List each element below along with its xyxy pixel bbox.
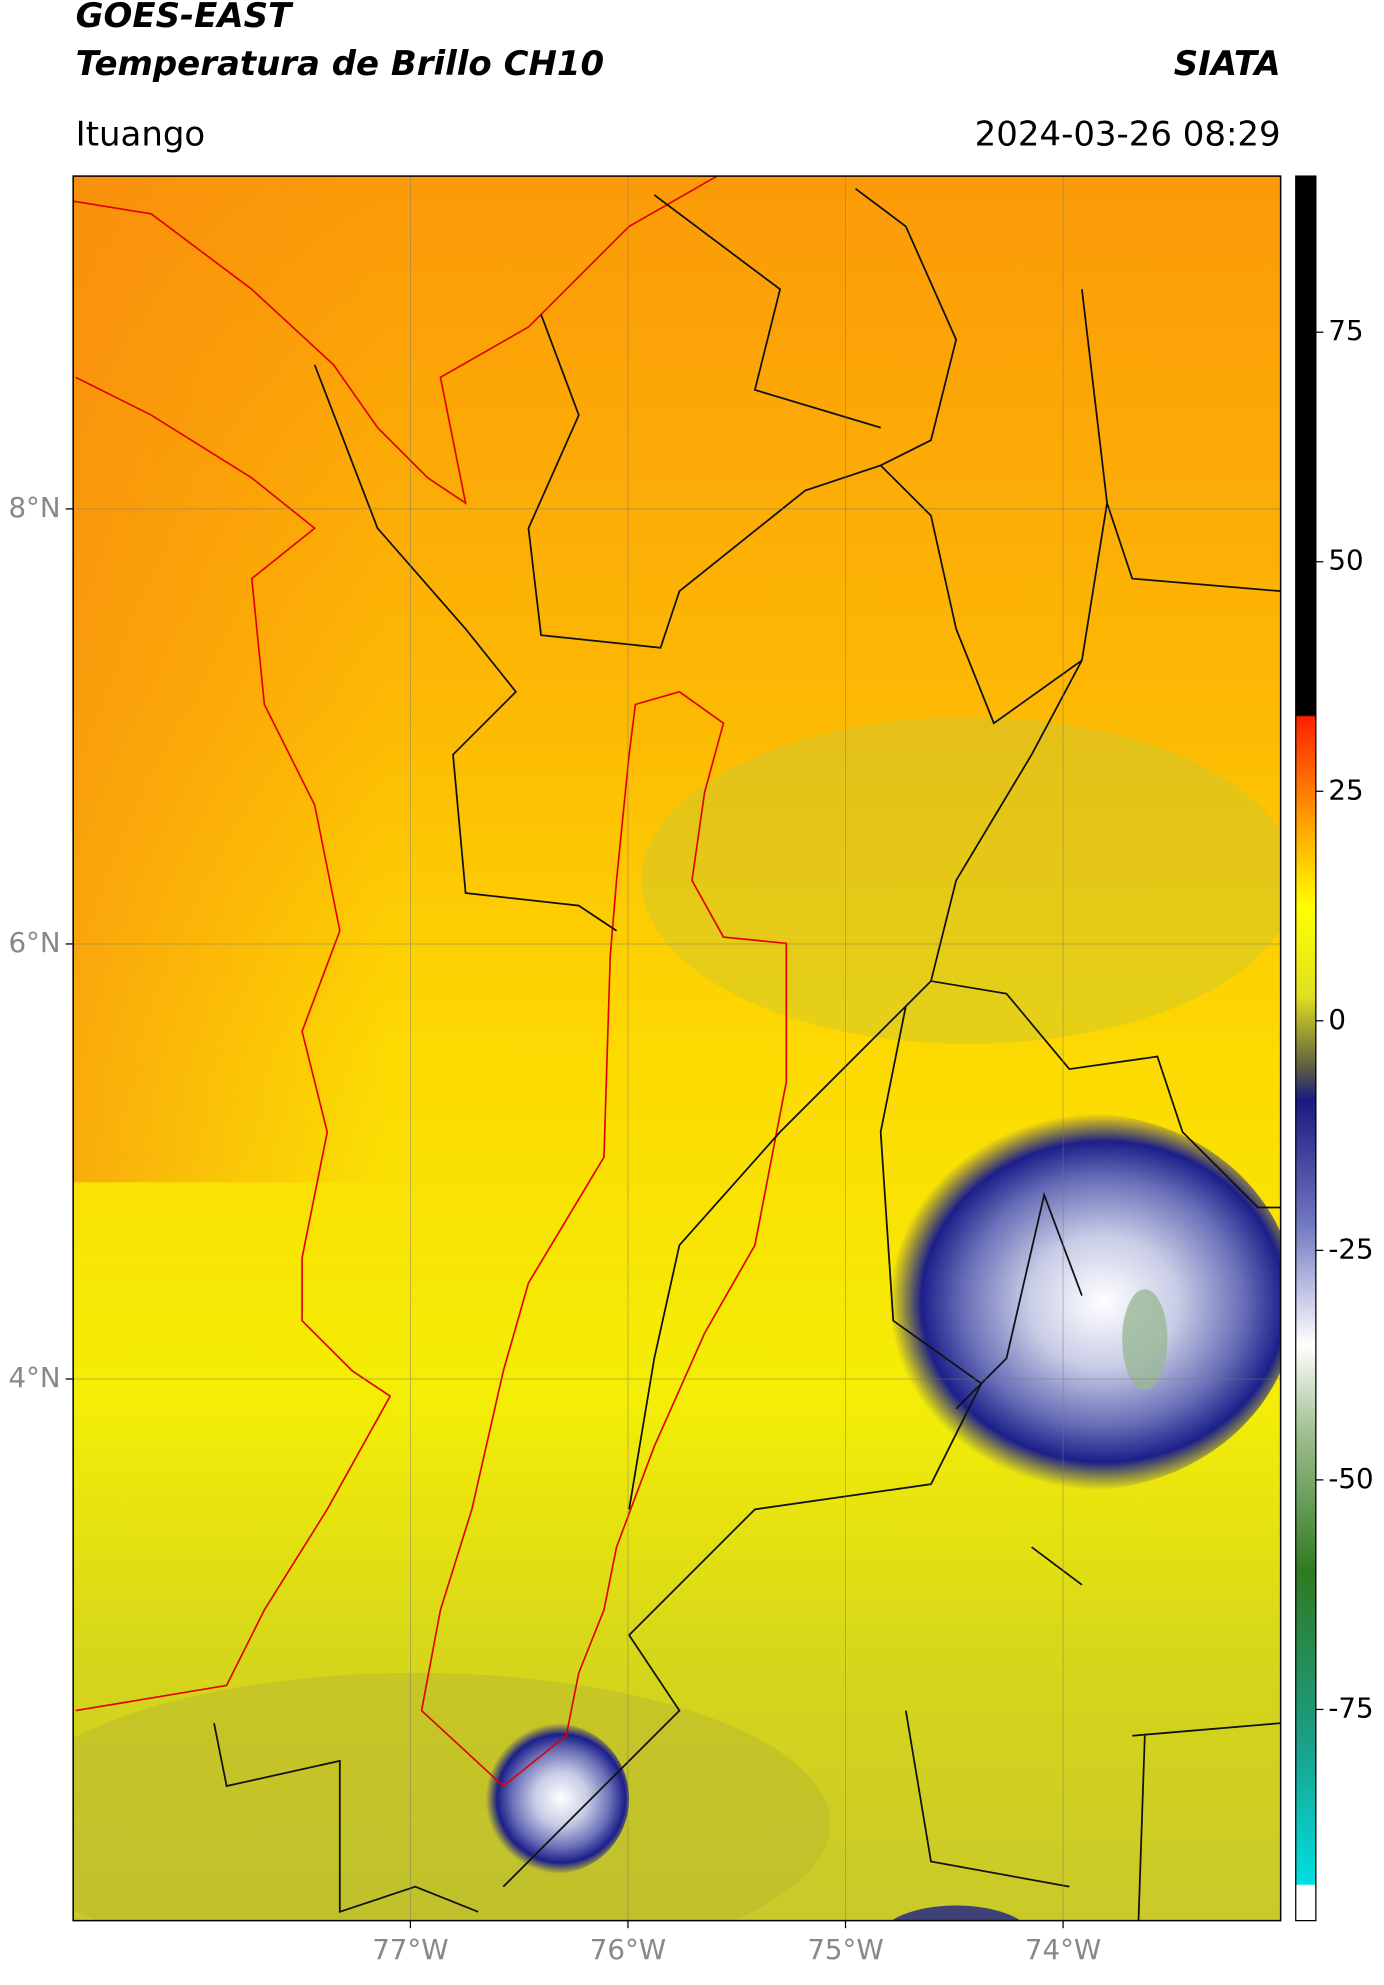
colorbar-tick-label: -25 xyxy=(1328,1232,1373,1265)
colorbar-tick-label: 0 xyxy=(1328,1003,1346,1036)
colorbar-tick-label: 50 xyxy=(1328,544,1363,577)
colorbar-tick-label: -50 xyxy=(1328,1462,1373,1495)
y-tick-label: 8°N xyxy=(8,491,60,524)
storm-cloud xyxy=(478,1723,630,1875)
storm-cloud xyxy=(891,1905,1021,1921)
storm-cloud xyxy=(868,1113,1281,1491)
warm-region xyxy=(73,176,703,1183)
x-tick-label: 74°W xyxy=(1025,1933,1101,1966)
admin-borders xyxy=(213,187,1281,1921)
region: Ituango xyxy=(76,114,206,154)
cloud-field xyxy=(73,1672,831,1921)
storm-core xyxy=(1122,1289,1168,1390)
product: Temperatura de Brillo CH10 xyxy=(76,44,604,84)
coastline xyxy=(73,176,718,1712)
x-tick-label: 77°W xyxy=(372,1933,448,1966)
colorbar xyxy=(1295,175,1317,1922)
colorbar-tick-label: 25 xyxy=(1328,773,1363,806)
map-frame xyxy=(72,175,1282,1922)
satellite: GOES-EAST xyxy=(76,0,294,36)
x-tick-label: 75°W xyxy=(807,1933,883,1966)
grid xyxy=(73,176,1281,1921)
colorbar-tick-label: -75 xyxy=(1328,1691,1373,1724)
agency: SIATA xyxy=(1174,44,1281,84)
basin-outline xyxy=(420,690,788,1788)
datetime: 2024-03-26 08:29 xyxy=(975,114,1281,154)
cloud-field xyxy=(641,716,1281,1044)
y-tick-label: 4°N xyxy=(8,1361,60,1394)
map-image xyxy=(73,176,1281,1921)
y-tick-label: 6°N xyxy=(8,926,60,959)
colorbar-tick-label: 75 xyxy=(1328,314,1363,347)
x-tick-label: 76°W xyxy=(590,1933,666,1966)
